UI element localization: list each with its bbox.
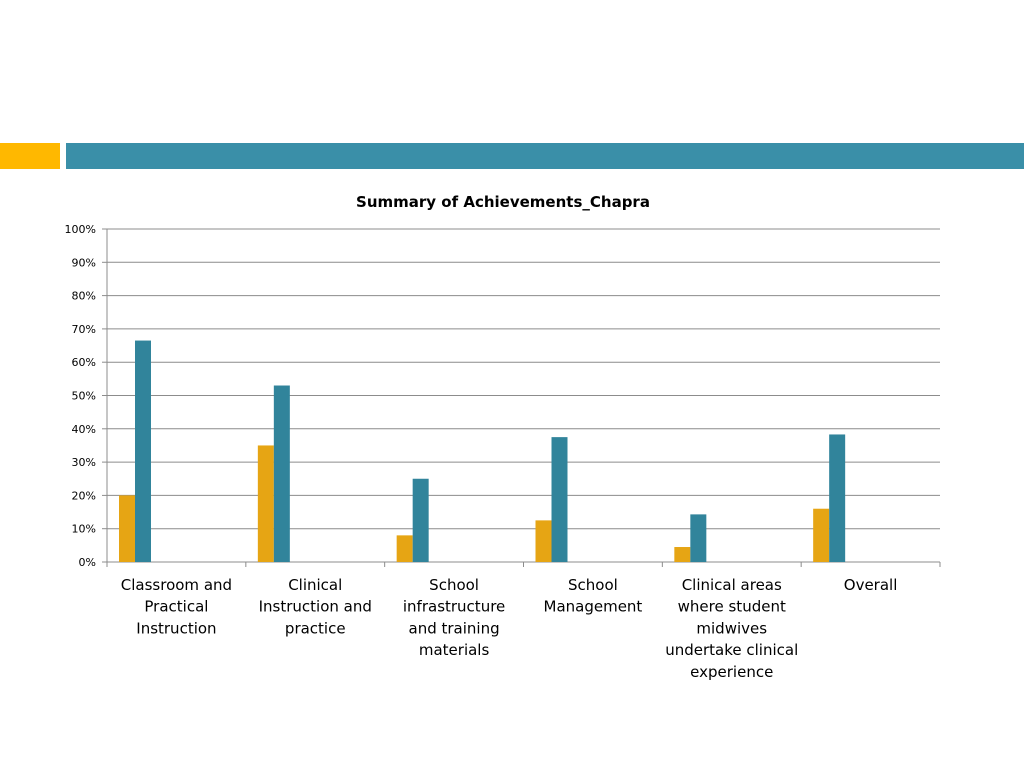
bar-series-1 — [257, 445, 274, 562]
x-tick-label: midwives — [696, 619, 767, 637]
bar-series-1 — [396, 535, 413, 562]
y-tick-label: 60% — [72, 356, 96, 369]
bar-series-1 — [813, 508, 830, 562]
bar-series-1 — [119, 495, 135, 562]
x-tick-label: Clinical — [288, 576, 342, 594]
x-tick-label: Clinical areas — [682, 576, 782, 594]
y-tick-label: 70% — [72, 323, 96, 336]
accent-bar-right — [66, 143, 1024, 169]
x-tick-label: undertake clinical — [665, 641, 798, 659]
x-tick-label: infrastructure — [403, 598, 505, 616]
bar-series-1 — [535, 520, 552, 562]
y-tick-label: 50% — [72, 390, 96, 403]
x-tick-label: practice — [285, 619, 346, 637]
bar-series-2 — [135, 340, 151, 562]
y-tick-label: 90% — [72, 256, 96, 269]
x-tick-label: Classroom and — [121, 576, 232, 594]
y-tick-label: 100% — [65, 223, 96, 236]
y-tick-label: 40% — [72, 423, 96, 436]
bar-series-2 — [690, 514, 707, 562]
chart-title: Summary of Achievements_Chapra — [356, 193, 650, 211]
bar-series-1 — [674, 547, 691, 562]
x-tick-label: Management — [544, 598, 643, 616]
y-tick-label: 10% — [72, 523, 96, 536]
x-tick-label: experience — [690, 663, 773, 681]
x-tick-label: Instruction — [136, 619, 216, 637]
x-tick-label: School — [429, 576, 479, 594]
bar-series-2 — [551, 437, 568, 562]
y-tick-label: 30% — [72, 456, 96, 469]
y-tick-label: 0% — [79, 556, 96, 569]
bar-series-2 — [412, 478, 429, 562]
accent-bar-left — [0, 143, 60, 169]
x-tick-label: School — [568, 576, 618, 594]
x-tick-label: Overall — [844, 576, 898, 594]
x-tick-label: materials — [419, 641, 490, 659]
y-tick-label: 80% — [72, 290, 96, 303]
y-tick-label: 20% — [72, 489, 96, 502]
x-tick-label: Practical — [144, 598, 208, 616]
bar-series-2 — [273, 385, 290, 562]
x-tick-label: and training — [409, 619, 500, 637]
x-tick-label: where student — [678, 598, 786, 616]
x-tick-label: Instruction and — [259, 598, 372, 616]
bar-series-2 — [829, 434, 846, 562]
